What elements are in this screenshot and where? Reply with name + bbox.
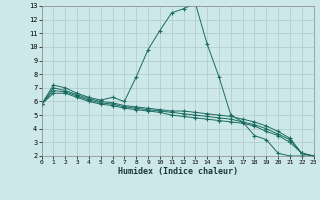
X-axis label: Humidex (Indice chaleur): Humidex (Indice chaleur) — [118, 167, 237, 176]
